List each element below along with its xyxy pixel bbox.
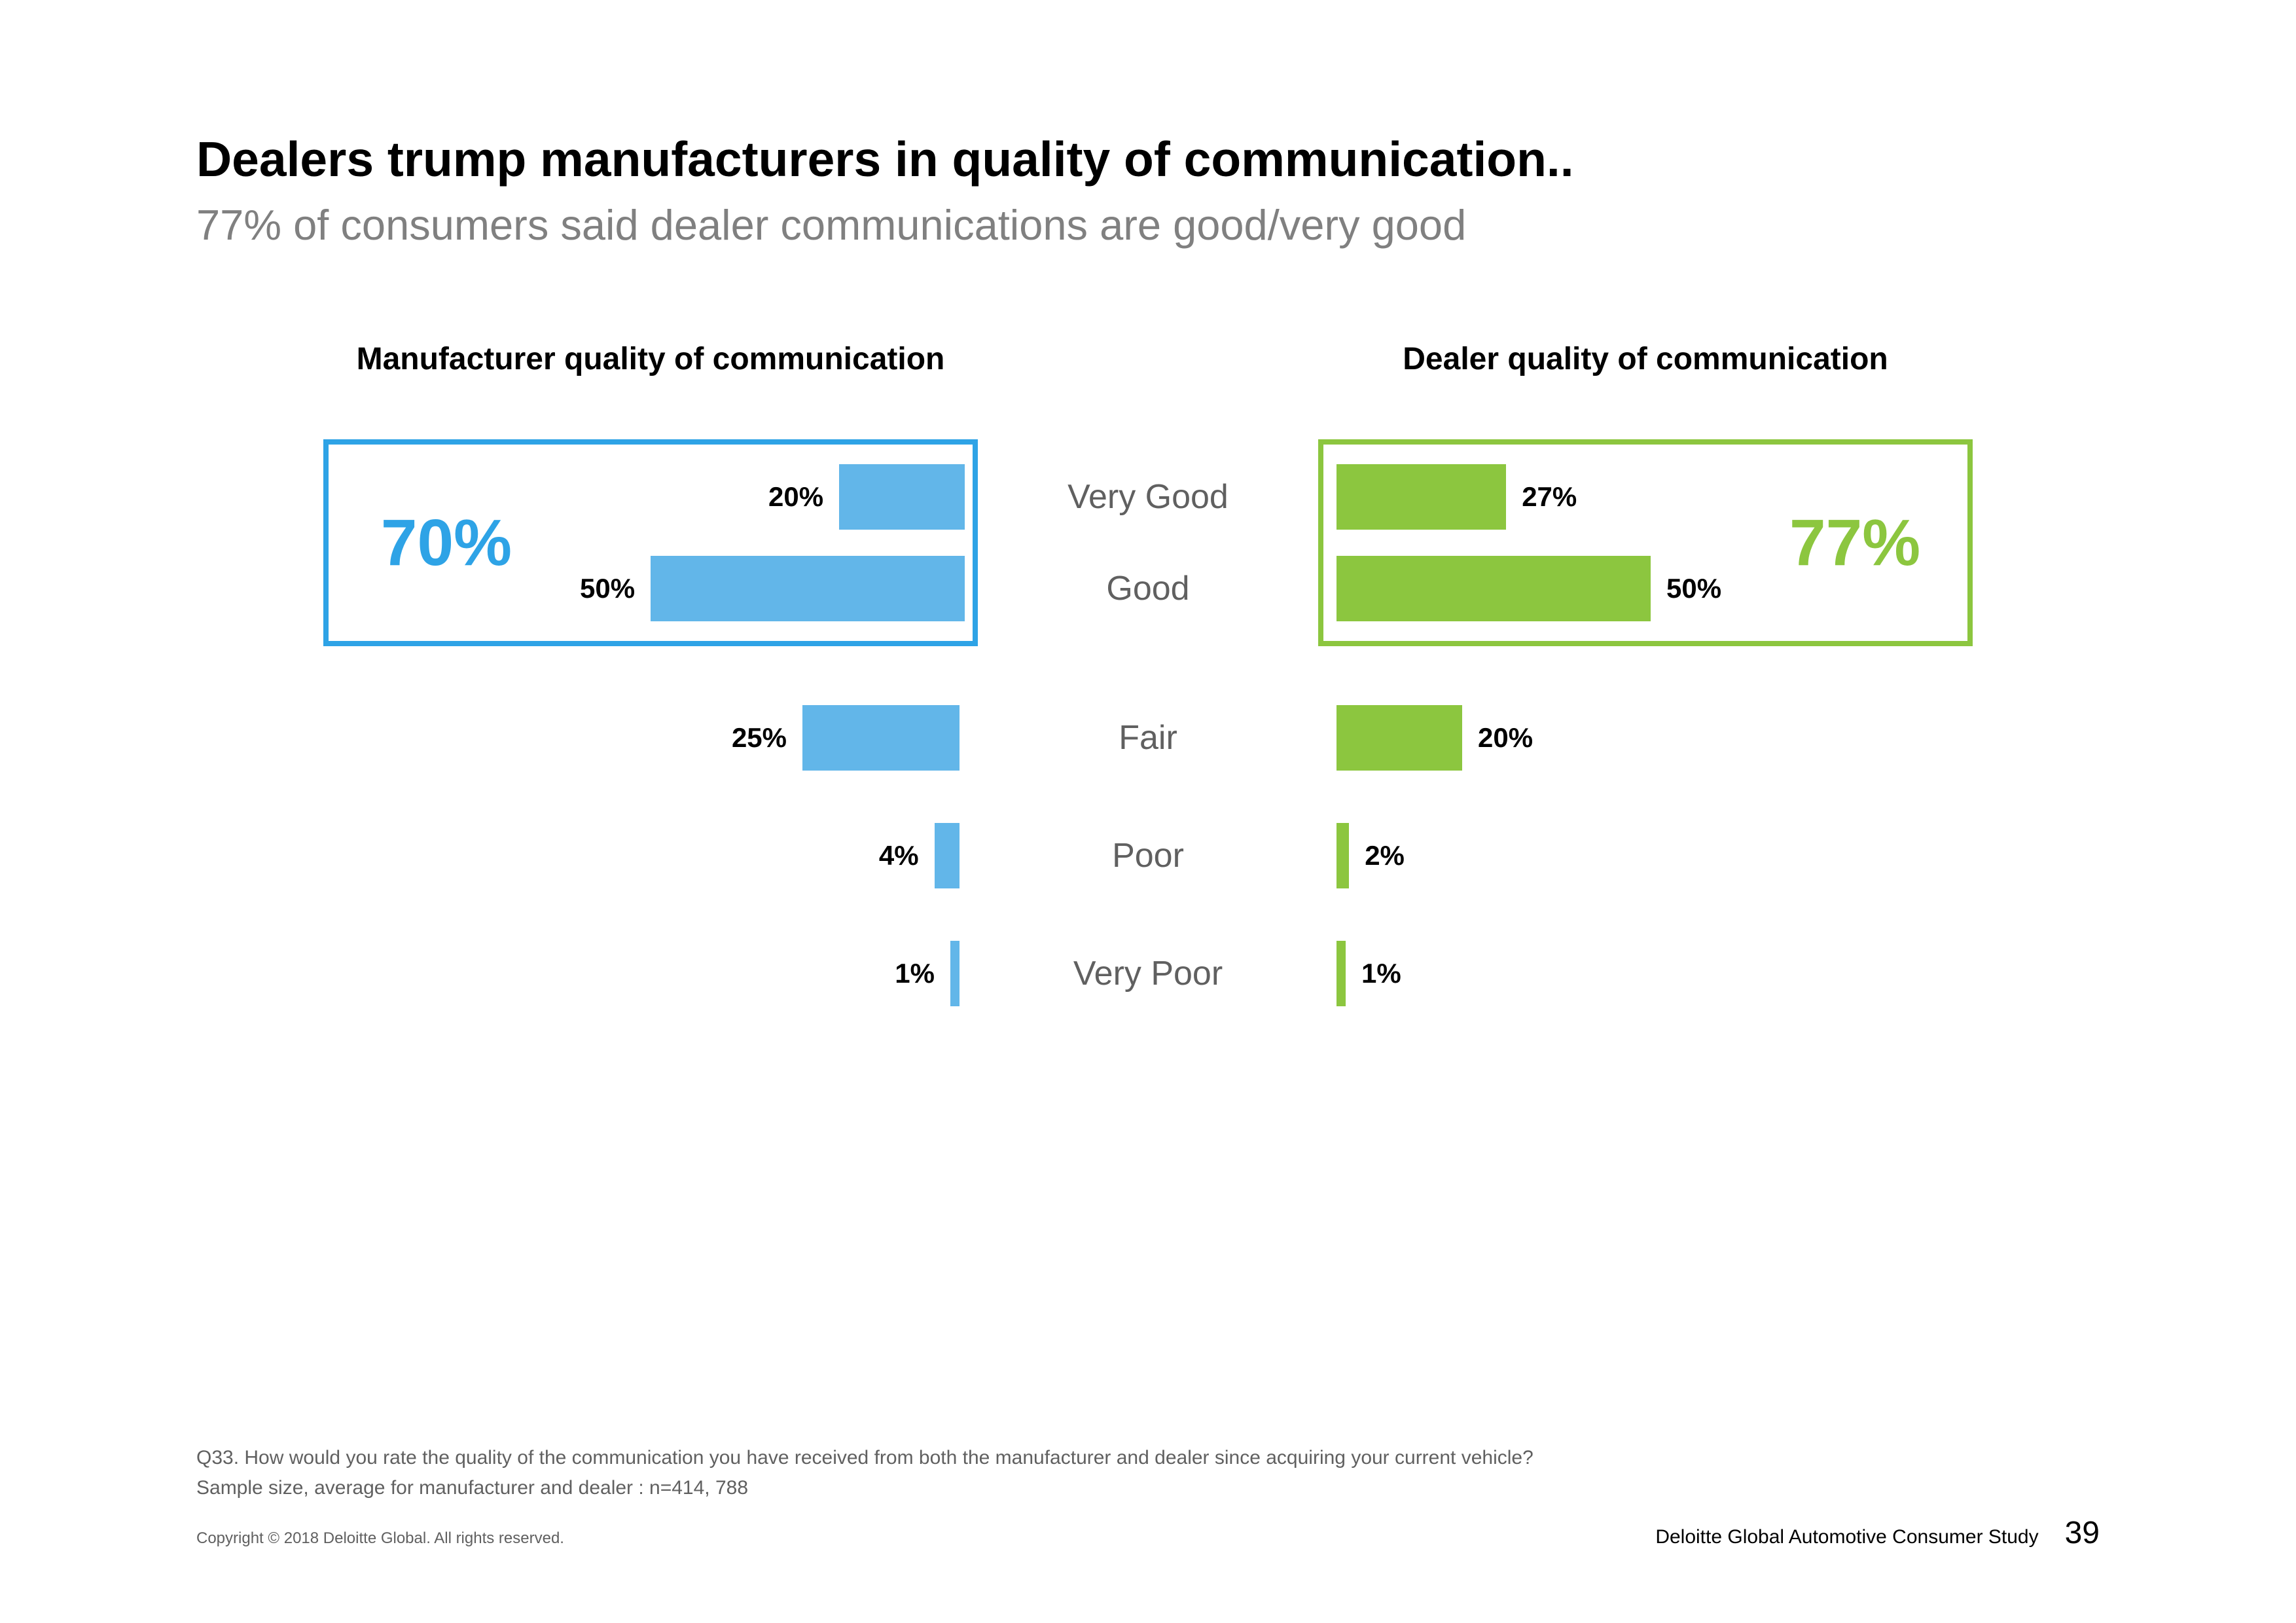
bar [651, 556, 965, 621]
bar-value: 1% [1346, 958, 1417, 989]
bar-value: 20% [1462, 722, 1549, 754]
bar-row: 27% [1336, 464, 1737, 530]
footer-bottom-row: Copyright © 2018 Deloitte Global. All ri… [196, 1515, 2100, 1551]
category-label: Very Good [1067, 464, 1229, 530]
category-below: Fair Poor Very Poor [1073, 705, 1223, 1006]
bar-value: 50% [1651, 573, 1737, 604]
category-stack: Very Good Good Fair Poor Very Poor [1067, 439, 1229, 1006]
right-series-title: Dealer quality of communication [1318, 341, 1973, 439]
bar-value: 27% [1506, 481, 1592, 513]
category-axis: Very Good Good Fair Poor Very Poor [978, 341, 1318, 1006]
right-top-bars: 27% 50% [1336, 464, 1737, 621]
left-lower-bars: 25% 4% 1% [323, 705, 978, 1006]
bar-row: 4% [342, 823, 960, 888]
bar [1336, 464, 1506, 530]
study-name: Deloitte Global Automotive Consumer Stud… [1655, 1526, 2038, 1548]
right-highlight-box: 27% 50% 77% [1318, 439, 1973, 646]
bar-value: 4% [863, 840, 935, 871]
bar-row: 1% [342, 941, 960, 1006]
left-top-bars: 20% 50% [564, 464, 965, 621]
bar [1336, 556, 1651, 621]
sample-text: Sample size, average for manufacturer an… [196, 1477, 2100, 1499]
bar [1336, 705, 1462, 771]
bar [935, 823, 960, 888]
bar-row: 50% [1336, 556, 1737, 621]
category-label: Fair [1073, 705, 1223, 771]
bar-row: 50% [564, 556, 965, 621]
bar [1336, 823, 1349, 888]
bar [950, 941, 960, 1006]
bar-value: 50% [564, 573, 651, 604]
bar [839, 464, 965, 530]
bar-row: 20% [1336, 705, 1954, 771]
slide-subtitle: 77% of consumers said dealer communicati… [196, 200, 2100, 249]
slide: Dealers trump manufacturers in quality o… [0, 0, 2296, 1623]
bar-row: 1% [1336, 941, 1954, 1006]
left-series: Manufacturer quality of communication 70… [323, 341, 978, 1006]
left-callout: 70% [342, 505, 551, 581]
category-label: Very Poor [1073, 941, 1223, 1006]
copyright-text: Copyright © 2018 Deloitte Global. All ri… [196, 1529, 564, 1548]
bar-row: 25% [342, 705, 960, 771]
category-label: Poor [1073, 823, 1223, 888]
left-series-title: Manufacturer quality of communication [323, 341, 978, 439]
category-top: Very Good Good [1067, 439, 1229, 646]
left-highlight-box: 70% 20% 50% [323, 439, 978, 646]
bar-value: 25% [716, 722, 802, 754]
right-lower-bars: 20% 2% 1% [1318, 705, 1973, 1006]
slide-title: Dealers trump manufacturers in quality o… [196, 131, 2100, 187]
bar-row: 20% [564, 464, 965, 530]
footer: Q33. How would you rate the quality of t… [196, 1447, 2100, 1551]
right-series: Dealer quality of communication 27% 50% … [1318, 341, 1973, 1006]
bar-row: 2% [1336, 823, 1954, 888]
bar-value: 2% [1349, 840, 1420, 871]
category-label: Good [1067, 556, 1229, 621]
bar [802, 705, 960, 771]
right-callout: 77% [1750, 505, 1960, 581]
bar [1336, 941, 1346, 1006]
bar-value: 1% [879, 958, 950, 989]
diverging-bar-chart: Manufacturer quality of communication 70… [196, 341, 2100, 1006]
bar-value: 20% [753, 481, 839, 513]
question-text: Q33. How would you rate the quality of t… [196, 1447, 2100, 1469]
page-number: 39 [2065, 1515, 2100, 1551]
